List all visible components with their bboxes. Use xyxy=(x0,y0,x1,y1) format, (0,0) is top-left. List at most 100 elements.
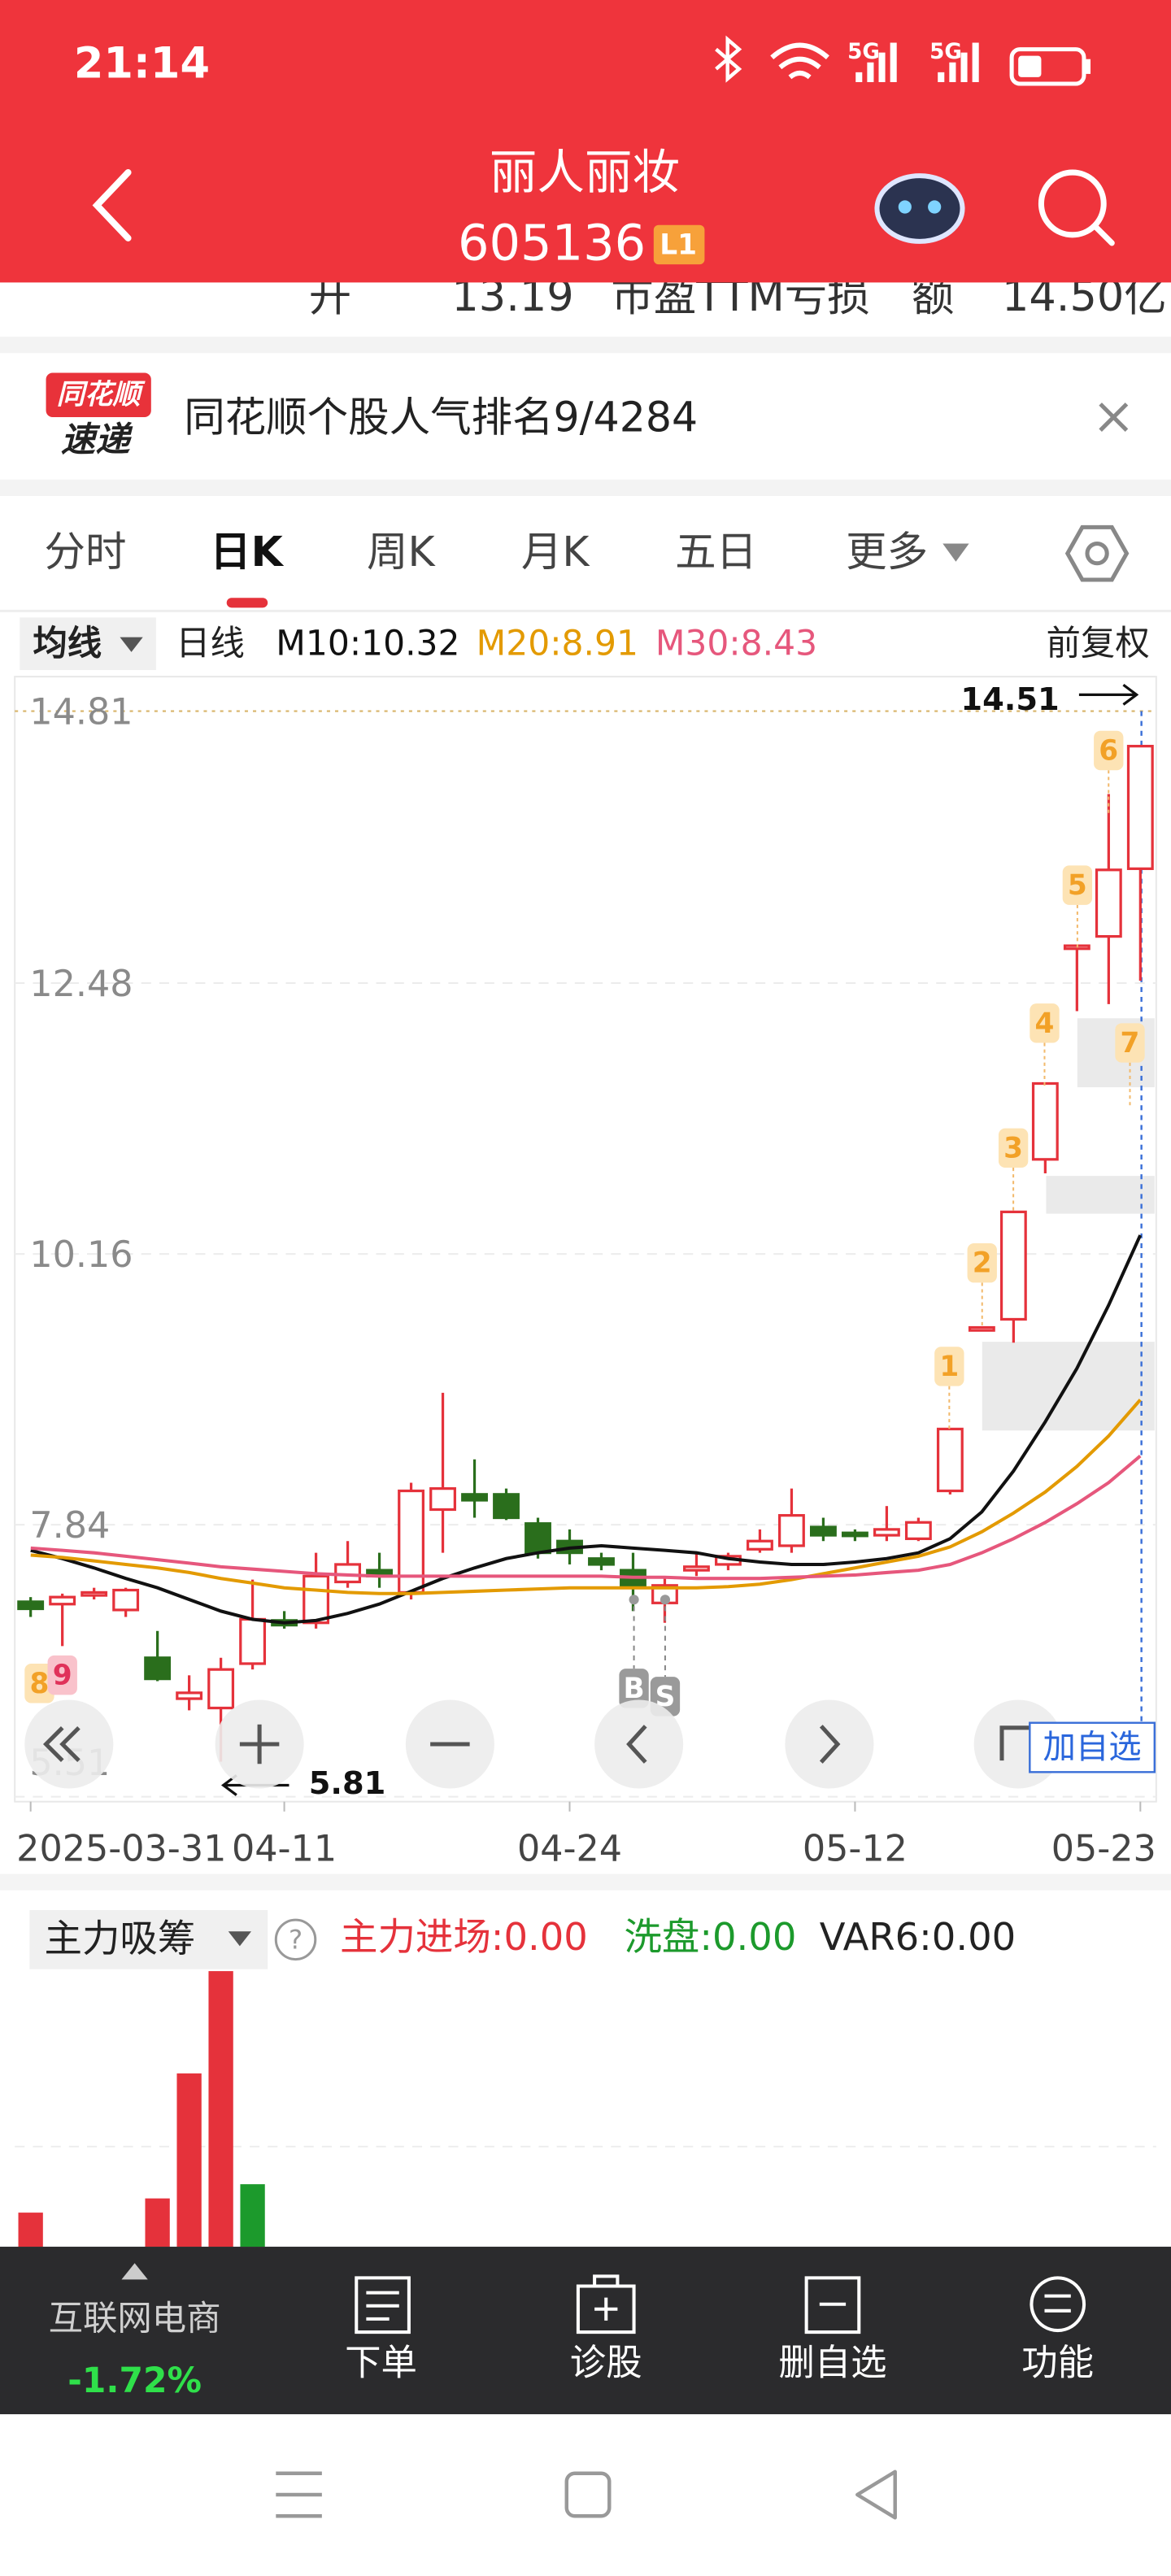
add-watch-button[interactable] xyxy=(1029,1721,1156,1773)
period-tab[interactable]: 更多 xyxy=(846,528,928,576)
marker-badge xyxy=(24,1664,54,1704)
candle-body xyxy=(176,1691,203,1700)
candle-body xyxy=(49,1595,76,1606)
y-tick-label: 14.81 xyxy=(29,692,133,733)
nav-label[interactable]: 功能 xyxy=(1021,2342,1094,2383)
indicator-legend: VAR6:0.00 xyxy=(820,1915,1016,1959)
period-tab[interactable]: 周K xyxy=(367,528,436,576)
support-zone xyxy=(982,1342,1155,1431)
indicator-selector[interactable] xyxy=(29,1909,268,1969)
network-label: 5G xyxy=(847,40,880,64)
indicator-bar xyxy=(18,2213,43,2247)
help-icon-glyph: ? xyxy=(289,1924,303,1955)
nav-label[interactable]: 下单 xyxy=(345,2342,417,2383)
candle-body xyxy=(1095,868,1122,938)
nav-label[interactable]: 删自选 xyxy=(778,2342,886,2383)
candle-body xyxy=(936,1427,964,1493)
support-zone xyxy=(1046,1176,1155,1214)
nav-icon xyxy=(804,2276,861,2334)
period-tab[interactable]: 日K xyxy=(210,528,284,576)
indicator-title: 主力吸筹 xyxy=(45,1917,196,1960)
chart-control-icon xyxy=(626,1725,647,1764)
signal-bar xyxy=(960,52,968,82)
period-tab[interactable]: 月K xyxy=(521,528,590,576)
chart-control[interactable] xyxy=(785,1699,874,1789)
nav-label[interactable]: 诊股 xyxy=(570,2342,642,2383)
search-icon-handle xyxy=(1092,224,1115,246)
nav-icon xyxy=(576,2274,636,2334)
ma-line xyxy=(30,1399,1142,1595)
assistant-icon[interactable] xyxy=(874,173,965,244)
wifi-icon xyxy=(770,42,829,80)
y-tick-label: 10.16 xyxy=(29,1234,133,1276)
back-button[interactable] xyxy=(92,169,132,242)
candle-body xyxy=(429,1487,456,1512)
battery-level xyxy=(1018,55,1042,77)
x-tick-label: 04-11 xyxy=(232,1828,337,1869)
nav-icon xyxy=(355,2276,411,2334)
period-tab[interactable]: 五日 xyxy=(675,528,757,576)
system-home[interactable] xyxy=(564,2471,612,2518)
search-icon[interactable] xyxy=(1038,169,1107,238)
ma-legend: M20:8.91 xyxy=(477,624,638,664)
y-tick-label: 12.48 xyxy=(29,964,133,1005)
network-label: 5G xyxy=(929,40,962,64)
signal-badge-text: 7 xyxy=(1121,1027,1140,1060)
candle-body xyxy=(747,1539,773,1551)
high-arrow xyxy=(1078,683,1139,706)
stock-code: 605136 xyxy=(458,215,646,272)
signal-badge-text: 3 xyxy=(1003,1132,1023,1164)
system-menu[interactable] xyxy=(276,2471,322,2518)
battery xyxy=(1009,47,1086,86)
candle-body xyxy=(683,1565,710,1572)
ma-line xyxy=(30,1454,1142,1581)
ma-period: 日线 xyxy=(176,624,245,664)
sector-name[interactable]: 互联网电商 xyxy=(49,2299,221,2339)
signal-badge-text: 5 xyxy=(1068,869,1087,902)
signal-bar xyxy=(890,42,897,82)
ma-line xyxy=(30,1234,1143,1625)
candle-body xyxy=(17,1600,45,1611)
low-mark: 5.81 xyxy=(309,1765,386,1802)
indicator-bar xyxy=(176,2073,202,2247)
banner-text: 同花顺个股人气排名9/4284 xyxy=(184,394,698,442)
chart-control[interactable] xyxy=(594,1699,684,1789)
period-tab[interactable]: 分时 xyxy=(45,528,127,576)
y-tick-label: 7.84 xyxy=(29,1505,110,1547)
more-caret xyxy=(942,543,969,562)
indicator-caret xyxy=(228,1931,252,1947)
candle-body xyxy=(904,1521,932,1540)
signal-badge-text: 1 xyxy=(939,1351,959,1383)
ma-selector-text: 均线 xyxy=(33,624,102,664)
signal-badge xyxy=(1094,730,1124,771)
signal-badge-text: 2 xyxy=(973,1247,992,1280)
ma-legend: M10:10.32 xyxy=(276,624,459,664)
add-watch-text: 加自选 xyxy=(1043,1728,1141,1766)
ma-selector-caret xyxy=(120,637,143,652)
signal-badge-text: 6 xyxy=(1099,735,1118,768)
adjust-mode[interactable]: 前复权 xyxy=(1047,624,1150,664)
banner-close[interactable] xyxy=(1099,402,1129,432)
candle-body xyxy=(841,1531,868,1538)
banner-logo xyxy=(46,372,151,418)
candle-body xyxy=(112,1588,140,1612)
system-back[interactable] xyxy=(855,2469,897,2520)
chart-control-icon xyxy=(819,1725,841,1764)
trade-badge-text: B xyxy=(623,1673,644,1705)
candle-body xyxy=(81,1590,108,1597)
high-mark: 14.51 xyxy=(960,681,1059,718)
candle-body xyxy=(1126,745,1154,870)
x-tick-label: 04-24 xyxy=(517,1828,622,1869)
chart-control[interactable] xyxy=(24,1699,114,1789)
chart-control-icon xyxy=(239,1724,280,1764)
settings-icon[interactable] xyxy=(1064,524,1130,582)
candle-body xyxy=(1031,1081,1059,1161)
help-icon[interactable] xyxy=(274,1918,317,1961)
indicator-bar xyxy=(240,2184,265,2247)
trade-dot xyxy=(660,1595,671,1605)
sector-caret xyxy=(121,2263,148,2280)
chart-control-icon xyxy=(999,1725,1035,1761)
candle-body xyxy=(525,1522,551,1555)
trade-dot xyxy=(629,1595,639,1605)
